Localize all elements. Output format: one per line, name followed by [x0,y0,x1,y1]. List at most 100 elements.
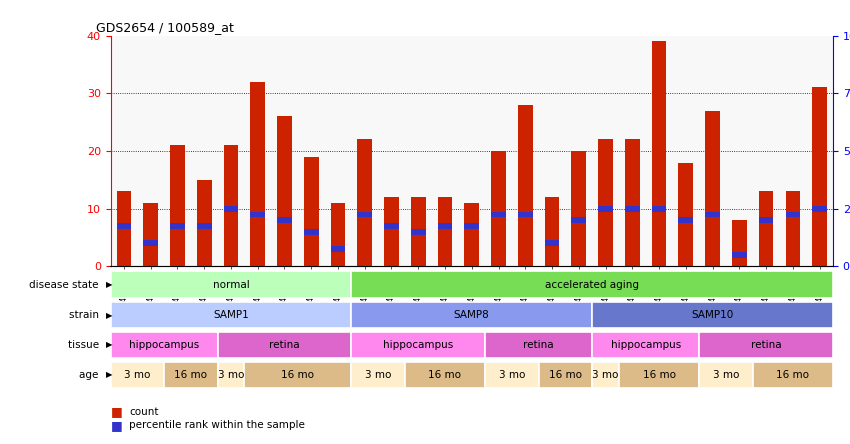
Bar [218,332,351,358]
Bar [411,197,426,266]
Bar [438,197,452,266]
Bar [625,139,640,266]
Text: normal: normal [212,280,249,289]
Text: 3 mo: 3 mo [592,369,619,380]
Bar [706,111,720,266]
Bar [384,223,399,229]
Text: 3 mo: 3 mo [124,369,150,380]
Bar [110,332,218,358]
Bar [405,361,485,388]
Bar [197,180,212,266]
Bar [592,332,700,358]
Bar [197,223,212,229]
Bar [598,139,613,266]
Text: age: age [79,369,102,380]
Text: 16 mo: 16 mo [174,369,207,380]
Text: accelerated aging: accelerated aging [545,280,639,289]
Bar [224,206,238,212]
Text: ▶: ▶ [106,340,113,349]
Bar [785,212,800,218]
Bar [351,332,485,358]
Bar [539,361,592,388]
Bar [785,191,800,266]
Bar [357,139,372,266]
Bar [351,271,833,298]
Bar [351,361,405,388]
Text: 3 mo: 3 mo [713,369,740,380]
Bar [331,203,345,266]
Bar [464,223,479,229]
Bar [303,229,319,235]
Text: 3 mo: 3 mo [218,369,244,380]
Bar [303,157,319,266]
Bar [598,206,613,212]
Bar [625,206,640,212]
Bar [700,361,753,388]
Bar [485,361,539,388]
Bar [518,105,533,266]
Bar [491,151,506,266]
Text: tissue: tissue [68,340,102,350]
Bar [759,191,774,266]
Text: 16 mo: 16 mo [428,369,462,380]
Bar [759,218,774,223]
Text: 3 mo: 3 mo [365,369,391,380]
Bar [110,361,164,388]
Bar [571,151,586,266]
Text: ▶: ▶ [106,370,113,379]
Bar [250,212,265,218]
Bar [357,212,372,218]
Bar [144,241,158,246]
Bar [592,361,619,388]
Text: 16 mo: 16 mo [281,369,314,380]
Bar [518,212,533,218]
Bar [545,241,559,246]
Bar [652,41,666,266]
Text: ▶: ▶ [106,310,113,320]
Bar [164,361,218,388]
Text: disease state: disease state [29,280,102,289]
Bar [571,218,586,223]
Text: GDS2654 / 100589_at: GDS2654 / 100589_at [96,21,234,34]
Text: strain: strain [69,310,102,320]
Text: SAMP10: SAMP10 [691,310,734,320]
Text: 16 mo: 16 mo [549,369,582,380]
Bar [592,302,833,328]
Bar [244,361,351,388]
Text: ▶: ▶ [106,280,113,289]
Bar [700,332,833,358]
Bar [813,206,827,212]
Bar [116,191,131,266]
Text: percentile rank within the sample: percentile rank within the sample [129,420,305,430]
Bar [224,145,238,266]
Bar [144,203,158,266]
Text: SAMP1: SAMP1 [213,310,249,320]
Bar [116,223,131,229]
Bar [732,252,746,258]
Bar [170,145,184,266]
Text: hippocampus: hippocampus [383,340,453,350]
Text: hippocampus: hippocampus [129,340,199,350]
Bar [277,218,292,223]
Bar [411,229,426,235]
Text: 16 mo: 16 mo [776,369,809,380]
Bar [464,203,479,266]
Bar [813,87,827,266]
Bar [485,332,592,358]
Text: 16 mo: 16 mo [643,369,676,380]
Text: ■: ■ [110,405,122,419]
Bar [652,206,666,212]
Bar [491,212,506,218]
Text: retina: retina [751,340,781,350]
Bar [351,302,592,328]
Text: hippocampus: hippocampus [610,340,681,350]
Bar [110,271,351,298]
Bar [110,302,351,328]
Text: retina: retina [524,340,554,350]
Bar [438,223,452,229]
Bar [753,361,833,388]
Text: SAMP8: SAMP8 [454,310,490,320]
Bar [250,82,265,266]
Text: ■: ■ [110,419,122,432]
Bar [545,197,559,266]
